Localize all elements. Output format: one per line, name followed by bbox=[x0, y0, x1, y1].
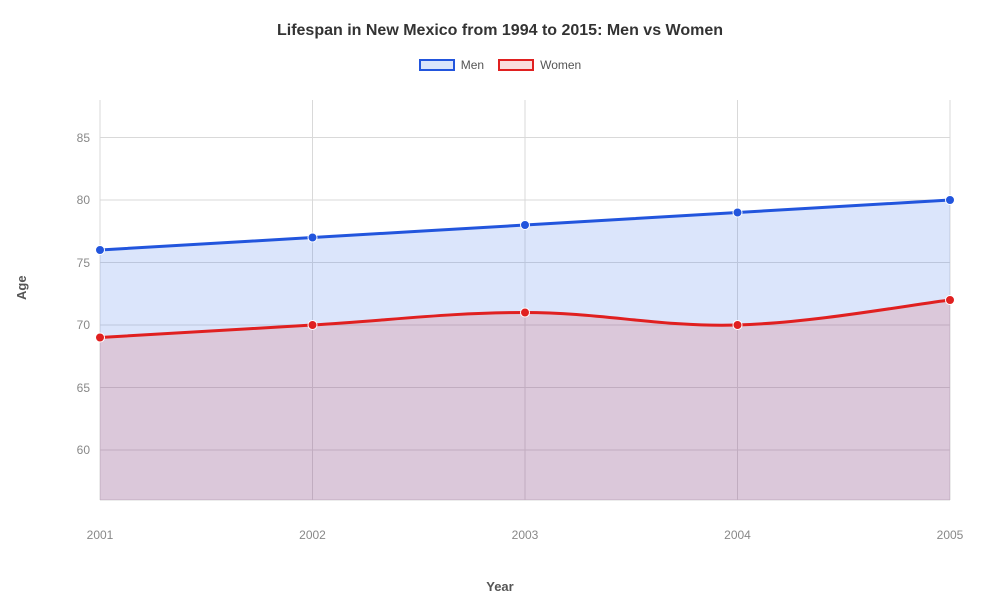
legend-item-men[interactable]: Men bbox=[419, 58, 484, 72]
legend-label-men: Men bbox=[461, 58, 484, 72]
y-tick: 85 bbox=[77, 131, 90, 145]
legend: Men Women bbox=[0, 58, 1000, 72]
x-tick: 2002 bbox=[299, 528, 326, 542]
x-tick: 2003 bbox=[512, 528, 539, 542]
x-tick: 2001 bbox=[87, 528, 114, 542]
legend-item-women[interactable]: Women bbox=[498, 58, 581, 72]
chart-title: Lifespan in New Mexico from 1994 to 2015… bbox=[0, 22, 1000, 40]
chart-container: Lifespan in New Mexico from 1994 to 2015… bbox=[0, 0, 1000, 600]
y-tick: 60 bbox=[77, 443, 90, 457]
legend-swatch-women bbox=[498, 59, 534, 71]
plot-area bbox=[60, 90, 960, 520]
y-tick: 80 bbox=[77, 193, 90, 207]
x-axis-label: Year bbox=[0, 579, 1000, 594]
y-tick: 65 bbox=[77, 381, 90, 395]
y-tick: 70 bbox=[77, 318, 90, 332]
legend-swatch-men bbox=[419, 59, 455, 71]
y-tick: 75 bbox=[77, 256, 90, 270]
x-tick: 2005 bbox=[937, 528, 964, 542]
y-axis-label: Age bbox=[14, 275, 29, 300]
chart-svg bbox=[60, 90, 960, 520]
x-tick: 2004 bbox=[724, 528, 751, 542]
legend-label-women: Women bbox=[540, 58, 581, 72]
